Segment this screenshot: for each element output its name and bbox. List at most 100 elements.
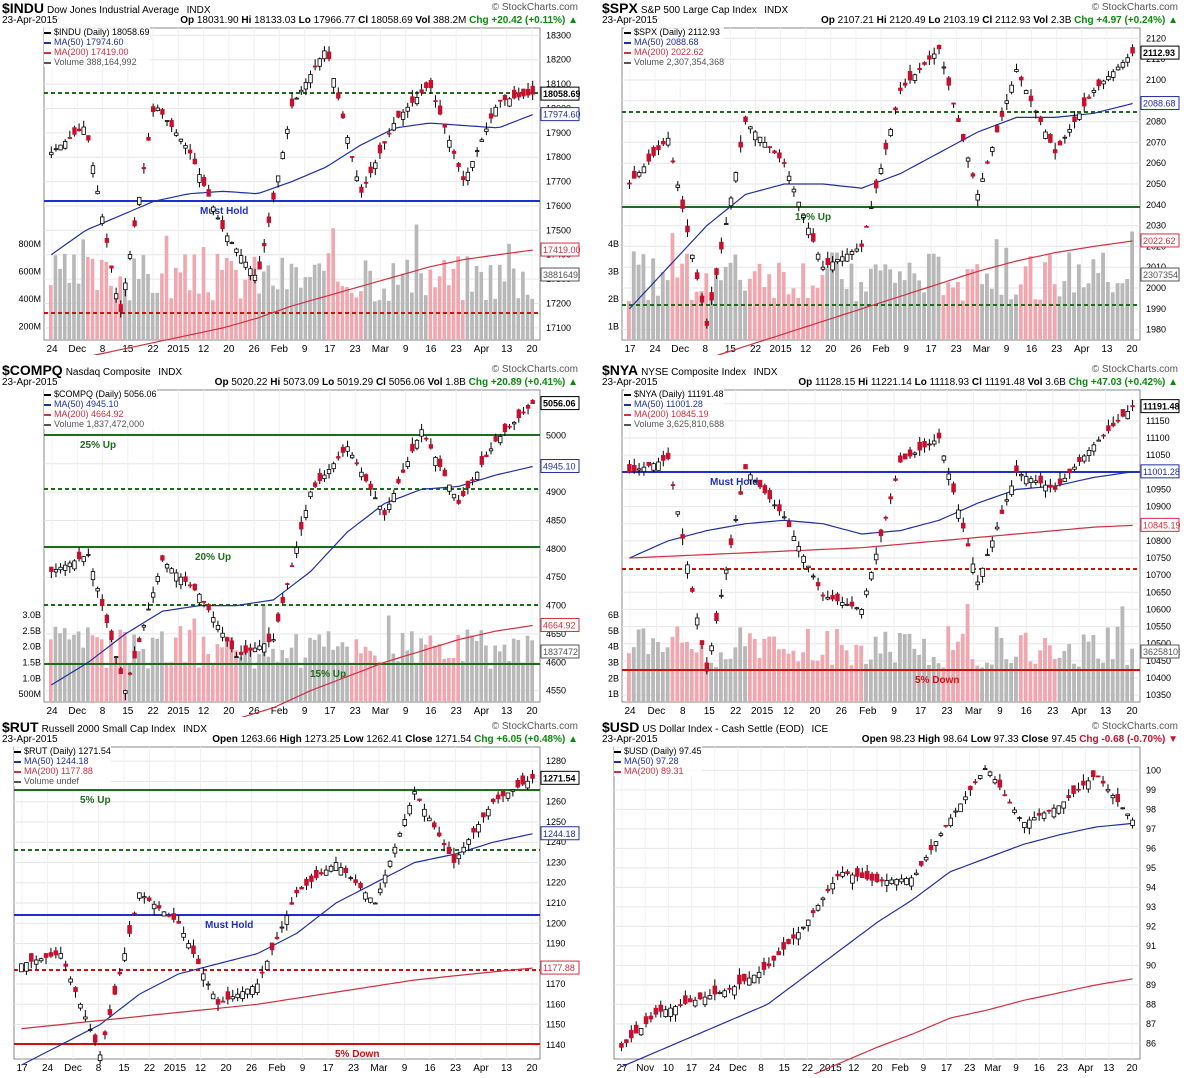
volume-bar (294, 634, 298, 702)
volume-bar (169, 662, 173, 702)
candle-body (1057, 478, 1063, 485)
candle-body (38, 958, 44, 962)
candle-body (728, 197, 734, 207)
candle-body (19, 963, 24, 973)
volume-bar (680, 642, 685, 702)
x-tick-label: 8 (100, 344, 106, 355)
y-tick-label: 10900 (1146, 502, 1171, 512)
candle-body (345, 446, 350, 452)
candle-body (201, 177, 207, 186)
candle-body (488, 113, 494, 119)
legend-swatch (14, 750, 21, 753)
volume-bar (391, 653, 396, 702)
value-tag-label: 2307354 (1143, 270, 1178, 280)
volume-bar (451, 268, 456, 340)
volume-bar (946, 282, 951, 340)
volume-bar (349, 665, 354, 702)
x-tick-label: 12 (195, 1063, 207, 1074)
level-label: 10% Up (795, 212, 831, 223)
legend-label: $COMPQ (Daily) 5056.06 (54, 389, 157, 399)
volume-bar (109, 636, 113, 702)
volume-bar (354, 639, 359, 702)
y-tick-label: 2060 (1146, 158, 1166, 168)
legend-label: MA(50) 2088.68 (634, 37, 699, 47)
volume-bar (363, 646, 368, 702)
volume-bar (484, 300, 488, 340)
y-tick-label: 1240 (546, 837, 566, 847)
volume-bar (646, 299, 651, 340)
y-tick-label: 5000 (546, 430, 566, 440)
y-tick-label: 17500 (546, 225, 571, 235)
legend-swatch (614, 770, 621, 773)
candle-body (95, 588, 100, 592)
volume-bar (883, 264, 888, 340)
candle-body (285, 583, 290, 586)
y-tick-label: 100 (1146, 765, 1161, 775)
candle-body (830, 882, 836, 890)
legend-label: MA(200) 4664.92 (54, 409, 124, 419)
candle-body (164, 564, 170, 569)
volume-bar (960, 633, 965, 702)
candle-body (766, 963, 772, 967)
x-tick-label: 15 (779, 1063, 791, 1074)
volume-bar (49, 639, 53, 702)
volume-bar (1125, 279, 1130, 340)
y-tick-label: 4800 (546, 544, 566, 554)
volume-bar (859, 645, 864, 702)
candle-body (719, 241, 724, 250)
candle-body (912, 74, 918, 81)
candle-body (197, 174, 202, 183)
volume-bar (975, 264, 980, 340)
candle-body (680, 199, 685, 209)
change-field: Chg +47.03 (+0.42%) ▲ (1068, 377, 1178, 388)
value-tag (540, 107, 580, 122)
volume-bar (275, 289, 280, 340)
candle-body (902, 82, 908, 86)
y-tick-label: 87 (1146, 1019, 1156, 1029)
volume-bar (878, 653, 883, 702)
volume-bar (248, 275, 252, 340)
legend-label: Volume undef (24, 776, 80, 786)
candle-body (854, 607, 860, 610)
quote-bar: Op 11128.15 Hi 11221.14 Lo 11118.93 Cl 1… (798, 377, 1178, 388)
candle-body (1038, 116, 1043, 123)
volume-bar (146, 668, 150, 702)
candle-body (169, 568, 174, 574)
volume-bar (90, 258, 95, 340)
candle-body (317, 473, 322, 482)
candle-body (397, 832, 403, 837)
x-tick-label: Nov (636, 1063, 654, 1074)
legend-entry: MA(200) 4664.92 (44, 409, 157, 419)
candle-body (72, 560, 77, 570)
chart-legend: $USD (Daily) 97.45 MA(50) 97.28 MA(200) 89… (614, 746, 702, 776)
candle-body (100, 216, 105, 224)
panel-date: 23-Apr-2015 (2, 734, 58, 745)
volume-bar (326, 631, 331, 702)
candle-body (451, 493, 457, 499)
volume-bar (525, 294, 530, 340)
candle-body (359, 471, 364, 478)
volume-bar (516, 298, 521, 340)
candle-body (271, 192, 276, 200)
candle-body (941, 66, 947, 69)
candle-body (323, 869, 329, 876)
candle-body (289, 565, 295, 567)
legend-swatch (44, 51, 51, 54)
candle-body (850, 874, 855, 884)
volume-bar (1057, 296, 1062, 340)
volume-bar (665, 647, 670, 702)
quote-field: Cl 2112.93 (982, 15, 1034, 26)
volume-bar (849, 665, 854, 702)
value-tag-label: 4664.92 (543, 620, 576, 630)
volume-bar (999, 294, 1004, 340)
value-tag (1140, 45, 1180, 60)
volume-bar (298, 667, 303, 702)
volume-bar (150, 637, 155, 702)
candle-body (888, 496, 893, 500)
volume-bar (285, 658, 289, 702)
quote-field: Op 2107.21 (820, 15, 877, 26)
volume-bar (776, 649, 781, 702)
candle-body (1077, 456, 1082, 462)
volume-tick-label: 600M (18, 266, 41, 276)
candle-body (840, 602, 845, 606)
